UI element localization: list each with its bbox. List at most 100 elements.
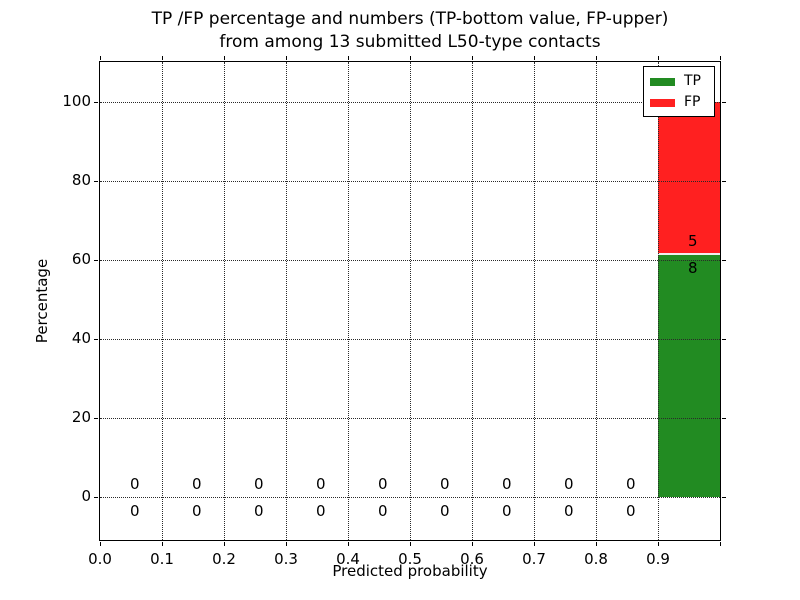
fp-count-label: 0 xyxy=(377,474,388,493)
fp-count-label: 5 xyxy=(687,231,698,250)
y-tick-label: 20 xyxy=(71,407,91,426)
x-tick-label: 0.5 xyxy=(398,550,422,568)
tp-legend-swatch xyxy=(650,77,675,86)
gridline-horizontal xyxy=(100,259,720,261)
x-tick-label: 0.4 xyxy=(336,550,360,568)
x-tick-top xyxy=(410,56,411,60)
y-tick-label: 80 xyxy=(71,170,91,189)
x-tick-top xyxy=(534,56,535,60)
fp-count-label: 0 xyxy=(625,474,636,493)
y-tick-right xyxy=(722,180,726,182)
tp-legend-label: TP xyxy=(684,73,701,89)
tp-count-label: 8 xyxy=(687,258,698,277)
y-tick-left xyxy=(94,496,98,498)
x-tick-bottom xyxy=(162,542,163,546)
tp-count-label: 0 xyxy=(315,501,326,520)
x-tick-bottom xyxy=(472,542,473,546)
y-tick-label: 100 xyxy=(62,91,91,110)
legend: TP FP xyxy=(643,66,715,117)
y-tick-right xyxy=(722,417,726,419)
x-tick-label: 0.2 xyxy=(212,550,236,568)
gridline-vertical xyxy=(658,62,659,540)
legend-item-tp: TP xyxy=(650,71,708,92)
x-tick-label: 0.8 xyxy=(584,550,608,568)
bar-segment-divider xyxy=(658,252,720,255)
fp-count-label: 0 xyxy=(191,474,202,493)
gridline-vertical xyxy=(224,62,225,540)
fp-count-label: 0 xyxy=(315,474,326,493)
x-tick-top xyxy=(100,56,101,60)
tp-count-label: 0 xyxy=(625,501,636,520)
x-tick-top xyxy=(720,56,721,60)
x-tick-bottom xyxy=(410,542,411,546)
x-axis-label: Predicted probability xyxy=(332,562,488,580)
tp-count-label: 0 xyxy=(253,501,264,520)
gridline-horizontal xyxy=(100,180,720,182)
x-tick-bottom xyxy=(348,542,349,546)
tp-count-label: 0 xyxy=(129,501,140,520)
bar-tp-segment xyxy=(658,253,720,497)
x-tick-top xyxy=(224,56,225,60)
gridline-vertical xyxy=(286,62,287,540)
gridline-vertical xyxy=(596,62,597,540)
x-tick-top xyxy=(348,56,349,60)
gridline-horizontal xyxy=(100,101,720,103)
fp-count-label: 0 xyxy=(563,474,574,493)
x-tick-top xyxy=(162,56,163,60)
x-tick-bottom xyxy=(534,542,535,546)
tp-count-label: 0 xyxy=(501,501,512,520)
x-tick-label: 0.6 xyxy=(460,550,484,568)
fp-count-label: 0 xyxy=(129,474,140,493)
x-tick-bottom xyxy=(658,542,659,546)
y-tick-right xyxy=(722,259,726,261)
y-tick-right xyxy=(722,496,726,498)
fp-count-label: 0 xyxy=(439,474,450,493)
gridline-vertical xyxy=(162,62,163,540)
x-tick-label: 0.9 xyxy=(646,550,670,568)
tp-count-label: 0 xyxy=(191,501,202,520)
y-tick-left xyxy=(94,180,98,182)
chart-title-line2: from among 13 submitted L50-type contact… xyxy=(219,32,601,52)
y-tick-label: 60 xyxy=(71,249,91,268)
y-tick-label: 0 xyxy=(81,486,91,505)
x-tick-bottom xyxy=(224,542,225,546)
gridline-horizontal xyxy=(100,417,720,419)
gridline-vertical xyxy=(348,62,349,540)
x-tick-label: 0.1 xyxy=(150,550,174,568)
gridline-vertical xyxy=(410,62,411,540)
x-tick-top xyxy=(658,56,659,60)
x-tick-top xyxy=(596,56,597,60)
y-tick-left xyxy=(94,101,98,103)
x-tick-bottom xyxy=(100,542,101,546)
tp-count-label: 0 xyxy=(439,501,450,520)
x-tick-bottom xyxy=(286,542,287,546)
gridline-horizontal xyxy=(100,338,720,340)
tp-count-label: 0 xyxy=(377,501,388,520)
fp-count-label: 0 xyxy=(253,474,264,493)
gridline-vertical xyxy=(534,62,535,540)
y-tick-left xyxy=(94,259,98,261)
gridline-horizontal xyxy=(100,496,720,498)
x-tick-bottom xyxy=(720,542,721,546)
fp-legend-label: FP xyxy=(684,94,701,110)
fp-legend-swatch xyxy=(650,98,675,107)
bar-fp-segment xyxy=(658,101,720,254)
chart-title-line1: TP /FP percentage and numbers (TP-bottom… xyxy=(151,9,669,29)
chart-title: TP /FP percentage and numbers (TP-bottom… xyxy=(100,8,720,54)
legend-item-fp: FP xyxy=(650,92,708,113)
y-tick-right xyxy=(722,101,726,103)
x-tick-label: 0.7 xyxy=(522,550,546,568)
y-tick-label: 40 xyxy=(71,328,91,347)
plot-area: 0.0 0.1 0.2 0.3 0.4 0.5 0.6 0.7 0.8 0.9 0 20 40 60 80 1… xyxy=(62,56,726,568)
x-tick-label: 0.3 xyxy=(274,550,298,568)
x-tick-label: 0.0 xyxy=(88,550,112,568)
y-tick-right xyxy=(722,338,726,340)
x-tick-top xyxy=(286,56,287,60)
gridline-vertical xyxy=(472,62,473,540)
y-tick-left xyxy=(94,417,98,419)
fp-count-label: 0 xyxy=(501,474,512,493)
tp-count-label: 0 xyxy=(563,501,574,520)
x-tick-top xyxy=(472,56,473,60)
x-tick-bottom xyxy=(596,542,597,546)
